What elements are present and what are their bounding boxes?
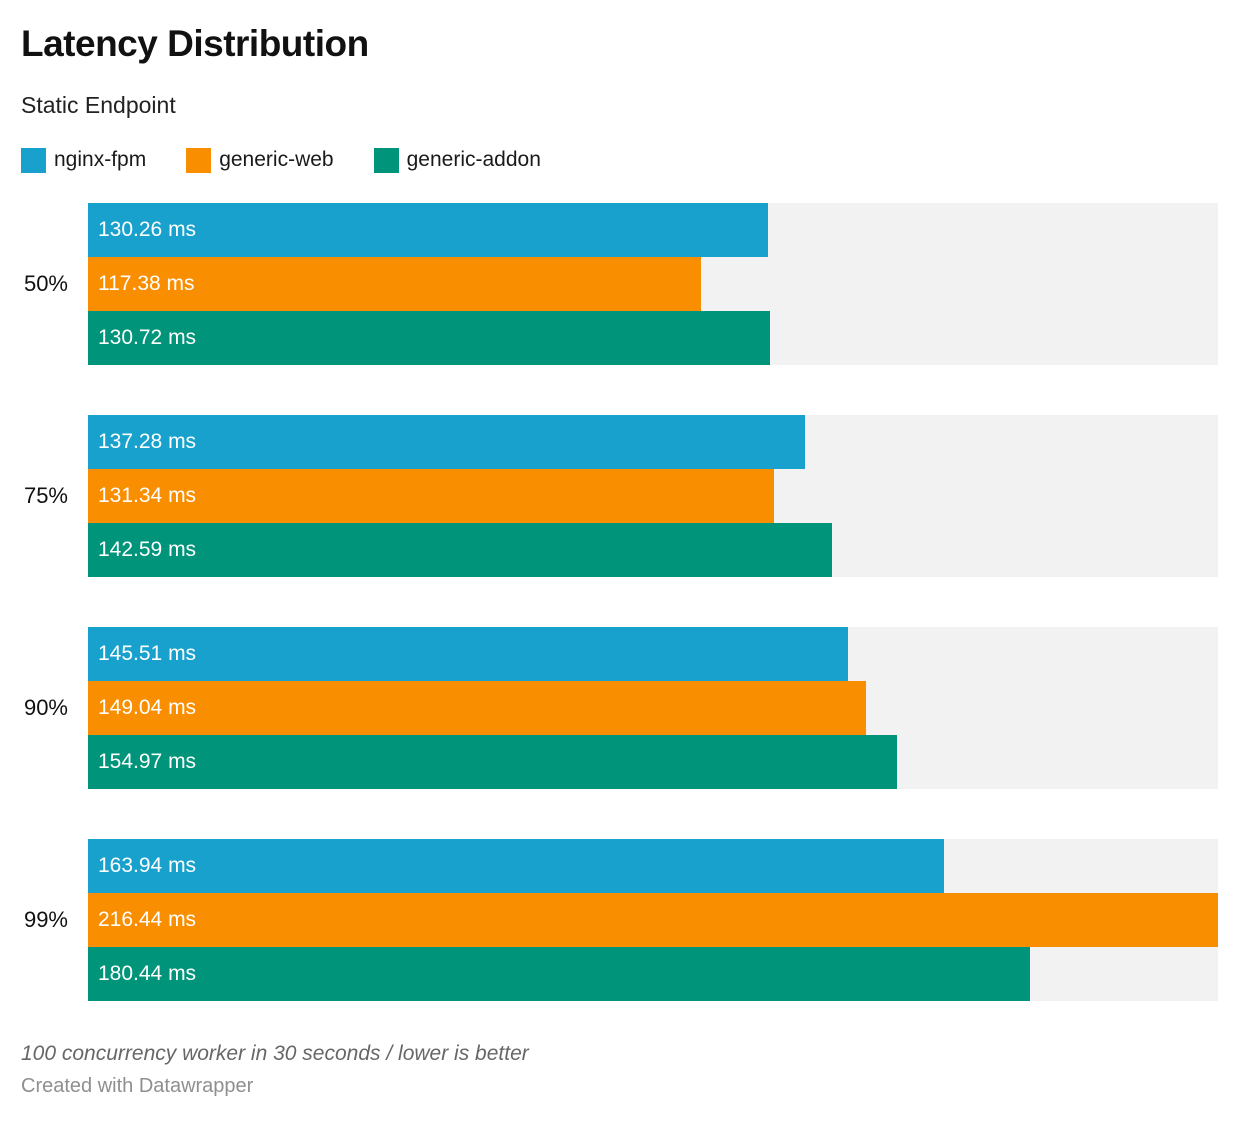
chart-title: Latency Distribution <box>21 23 369 64</box>
bar-nginx-fpm-50%: 130.26 ms <box>88 202 769 257</box>
datawrapper-byline: Created with Datawrapper <box>21 1074 254 1097</box>
legend-label: nginx-fpm <box>54 148 147 172</box>
bar-generic-addon-50%: 130.72 ms <box>88 310 771 365</box>
bar-value-label: 130.72 ms <box>98 325 197 349</box>
bar-generic-web-50%: 117.38 ms <box>88 256 701 311</box>
legend-label: generic-addon <box>406 148 541 172</box>
bar-value-label: 130.26 ms <box>98 217 197 241</box>
category-label: 90% <box>23 694 68 720</box>
bar-track: 130.26 ms 117.38 ms 130.72 ms <box>88 202 1218 365</box>
legend-swatch-icon <box>373 147 399 173</box>
bar-value-label: 149.04 ms <box>98 695 197 719</box>
bar-track: 137.28 ms 131.34 ms 142.59 ms <box>88 414 1218 577</box>
bar-value-label: 154.97 ms <box>98 749 197 773</box>
bar-value-label: 180.44 ms <box>98 961 197 985</box>
chart-subtitle: Static Endpoint <box>21 91 176 118</box>
legend-swatch-icon <box>21 147 46 173</box>
category-label: 50% <box>23 270 68 296</box>
bar-nginx-fpm-75%: 137.28 ms <box>88 414 805 469</box>
bar-generic-addon-99%: 180.44 ms <box>88 946 1031 1001</box>
bar-value-label: 216.44 ms <box>98 907 197 931</box>
legend-item-generic-addon: generic-addon <box>373 147 541 173</box>
bar-track: 163.94 ms 216.44 ms 180.44 ms <box>88 838 1218 1001</box>
bar-generic-web-99%: 216.44 ms <box>88 892 1218 947</box>
bar-group-99%: 99% 163.94 ms 216.44 ms 180.44 ms <box>21 838 1218 1001</box>
chart-note: 100 concurrency worker in 30 seconds / l… <box>21 1041 529 1065</box>
bar-nginx-fpm-90%: 145.51 ms <box>88 626 848 681</box>
bar-value-label: 131.34 ms <box>98 483 197 507</box>
bar-group-75%: 75% 137.28 ms 131.34 ms 142.59 ms <box>21 414 1218 577</box>
bar-value-label: 163.94 ms <box>98 853 197 877</box>
bar-value-label: 145.51 ms <box>98 641 197 665</box>
category-label: 99% <box>23 906 68 932</box>
bar-value-label: 137.28 ms <box>98 429 197 453</box>
legend-item-nginx-fpm: nginx-fpm <box>21 147 147 173</box>
legend: nginx-fpm generic-web generic-addon <box>21 147 1218 173</box>
bar-value-label: 117.38 ms <box>98 271 195 295</box>
legend-label: generic-web <box>219 148 334 172</box>
bar-group-90%: 90% 145.51 ms 149.04 ms 154.97 ms <box>21 626 1218 789</box>
bar-generic-addon-90%: 154.97 ms <box>88 734 898 789</box>
bar-group-50%: 50% 130.26 ms 117.38 ms 130.72 ms <box>21 202 1218 365</box>
bar-value-label: 142.59 ms <box>98 537 197 561</box>
bar-generic-web-75%: 131.34 ms <box>88 468 774 523</box>
legend-swatch-icon <box>186 147 212 173</box>
bar-generic-web-90%: 149.04 ms <box>88 680 867 735</box>
legend-item-generic-web: generic-web <box>186 147 334 173</box>
bar-track: 145.51 ms 149.04 ms 154.97 ms <box>88 626 1218 789</box>
bar-nginx-fpm-99%: 163.94 ms <box>88 838 944 893</box>
grouped-bar-chart: 50% 130.26 ms 117.38 ms 130.72 ms 75% 137.28 … <box>21 202 1218 1001</box>
category-label: 75% <box>23 482 68 508</box>
bar-generic-addon-75%: 142.59 ms <box>88 522 833 577</box>
